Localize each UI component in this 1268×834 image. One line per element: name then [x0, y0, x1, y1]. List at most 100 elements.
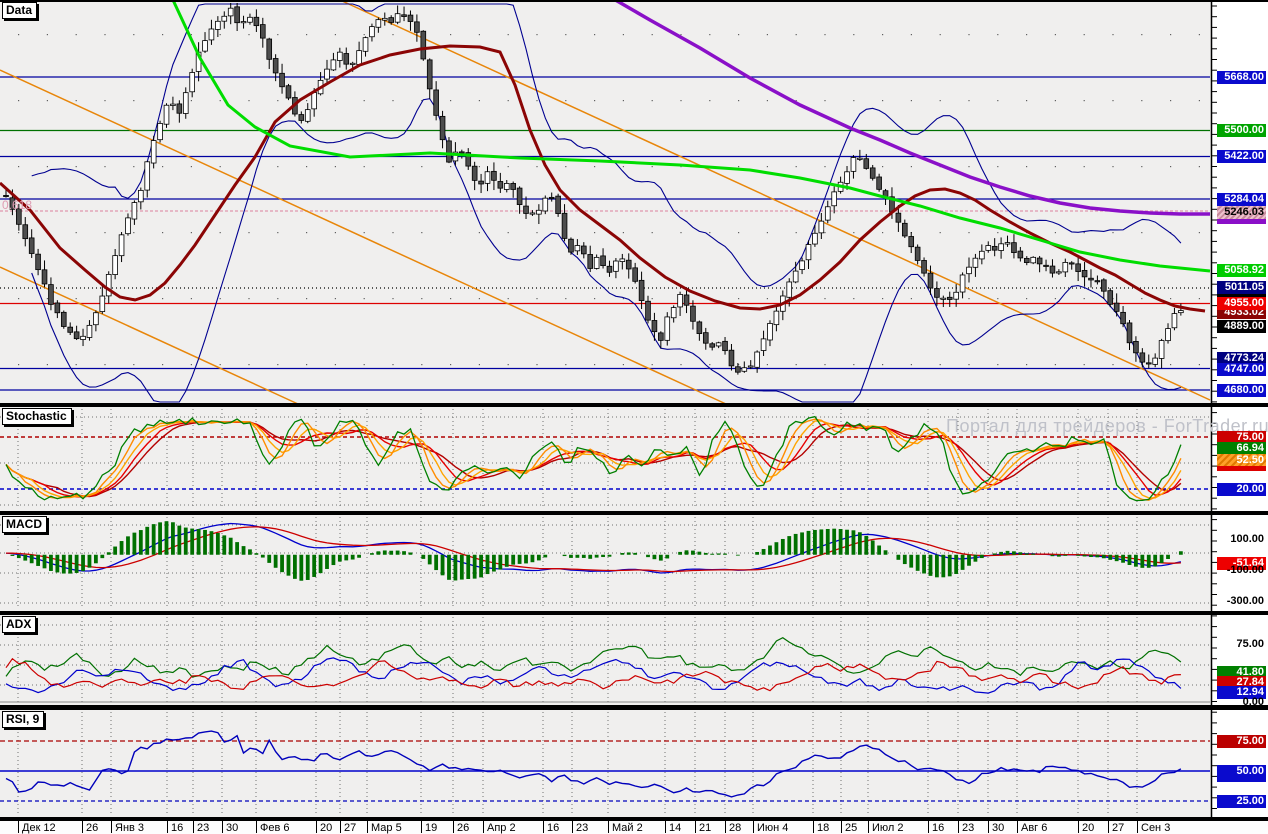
x-axis-band — [0, 821, 1268, 834]
price-label-25.00: 25.00 — [1217, 794, 1266, 808]
x-axis-label-30: 30 — [226, 822, 239, 834]
x-axis-tick — [928, 821, 929, 833]
x-axis-label-27: 27 — [1112, 822, 1125, 834]
price-label-4889.00: 4889.00 — [1217, 319, 1266, 333]
x-axis-label-26: 26 — [86, 822, 99, 834]
price-label-5058.92: 5058.92 — [1217, 263, 1266, 277]
price-label-4955.00: 4955.00 — [1217, 297, 1266, 310]
panel-title-data: Data — [2, 2, 38, 19]
x-axis-tick — [868, 821, 869, 833]
stochastic-lines — [0, 415, 1210, 502]
x-axis-label-Авг 6: Авг 6 — [1021, 822, 1048, 834]
x-axis-tick — [367, 821, 368, 833]
price-label-4773.24: 4773.24 — [1217, 351, 1266, 365]
price-label-20.00: 20.00 — [1217, 482, 1266, 496]
macd — [5, 522, 1182, 574]
clipped-price-label — [1217, 465, 1266, 471]
price-label--300.00: -300.00 — [1226, 595, 1264, 607]
x-axis-tick — [572, 821, 573, 833]
x-axis-label-Июн 4: Июн 4 — [757, 822, 789, 834]
price-label-5422.00: 5422.00 — [1217, 150, 1266, 163]
x-axis-tick — [82, 821, 83, 833]
panel-backgrounds — [0, 2, 1211, 817]
x-axis-label-Фев 6: Фев 6 — [260, 822, 290, 834]
x-axis-label-28: 28 — [729, 822, 742, 834]
x-axis-label-20: 20 — [320, 822, 333, 834]
adx-lines — [0, 637, 1210, 703]
x-axis-tick — [1108, 821, 1109, 833]
price-label-100.00: 100.00 — [1230, 532, 1264, 545]
x-axis-label-Май 2: Май 2 — [612, 822, 643, 834]
price-label-75.00: 75.00 — [1217, 734, 1266, 748]
panel-title-macd: MACD — [2, 516, 47, 533]
panel-title-rsi: RSI, 9 — [2, 711, 45, 728]
x-axis-tick — [543, 821, 544, 833]
clipped-price-label — [1217, 218, 1266, 224]
x-axis-label-20: 20 — [1082, 822, 1095, 834]
x-axis-tick — [725, 821, 726, 833]
x-axis-tick — [453, 821, 454, 833]
x-axis-label-16: 16 — [171, 822, 184, 834]
candlestick-series — [3, 3, 1184, 375]
x-axis-tick — [813, 821, 814, 833]
x-axis-tick — [1137, 821, 1138, 833]
ma-green — [171, 0, 1211, 273]
price-label-0.00: 0.00 — [1242, 695, 1264, 708]
x-axis-label-25: 25 — [845, 822, 858, 834]
x-axis-tick — [316, 821, 317, 833]
x-axis-tick — [841, 821, 842, 833]
price-label--51.64: -51.64 — [1217, 557, 1266, 570]
x-axis-tick — [483, 821, 484, 833]
x-axis-tick — [695, 821, 696, 833]
x-axis-tick — [421, 821, 422, 833]
x-axis-label-30: 30 — [992, 822, 1005, 834]
x-axis-label-23: 23 — [962, 822, 975, 834]
x-axis-label-14: 14 — [669, 822, 682, 834]
price-label-41.80: 41.80 — [1217, 666, 1266, 679]
x-axis-label-23: 23 — [576, 822, 589, 834]
price-label-4680.00: 4680.00 — [1217, 383, 1266, 397]
price-label--100.00: -100.00 — [1226, 564, 1264, 576]
x-axis-tick — [222, 821, 223, 833]
x-axis-label-Мар 5: Мар 5 — [371, 822, 402, 834]
price-label-52.50: 52.50 — [1217, 453, 1266, 467]
price-label-4747.00: 4747.00 — [1217, 362, 1266, 376]
price-label-27.84: 27.84 — [1217, 676, 1266, 689]
fibonacci-level-label: 0.618 — [2, 198, 33, 212]
fortrader-watermark: Портал для трейдеров - ForTrader.ru — [946, 416, 1268, 436]
x-axis-label-27: 27 — [344, 822, 357, 834]
x-axis-tick — [608, 821, 609, 833]
ma-purple — [611, 0, 1210, 216]
x-axis-label-Июл 2: Июл 2 — [872, 822, 904, 834]
clipped-price-label — [1217, 293, 1266, 299]
panel-title-stochastic: Stochastic — [2, 408, 72, 425]
x-axis-tick — [256, 821, 257, 833]
price-label-5246.03: 5246.03 — [1217, 205, 1266, 219]
x-axis-tick — [340, 821, 341, 833]
macd-histogram — [10, 521, 1183, 581]
x-axis-label-16: 16 — [932, 822, 945, 834]
price-label-5500.00: 5500.00 — [1217, 124, 1266, 137]
x-axis-tick — [111, 821, 112, 833]
price-label-50.00: 50.00 — [1217, 764, 1266, 778]
x-axis-tick — [1078, 821, 1079, 833]
x-axis-tick — [18, 821, 19, 833]
price-label-5668.00: 5668.00 — [1217, 70, 1266, 84]
x-axis-tick — [193, 821, 194, 833]
x-axis-tick — [665, 821, 666, 833]
right-spine — [1210, 0, 1217, 821]
x-axis-tick — [753, 821, 754, 833]
panel-title-adx: ADX — [2, 616, 37, 633]
x-axis-label-Сен 3: Сен 3 — [1141, 822, 1171, 834]
x-axis-label-Апр 2: Апр 2 — [487, 822, 516, 834]
x-axis-label-Дек 12: Дек 12 — [22, 822, 56, 834]
x-axis-tick — [1017, 821, 1018, 833]
price-label-12.94: 12.94 — [1217, 686, 1266, 699]
price-label-5011.05: 5011.05 — [1217, 280, 1266, 294]
clipped-price-label — [1217, 777, 1266, 782]
x-axis-label-23: 23 — [197, 822, 210, 834]
level-lines — [0, 76, 1210, 391]
